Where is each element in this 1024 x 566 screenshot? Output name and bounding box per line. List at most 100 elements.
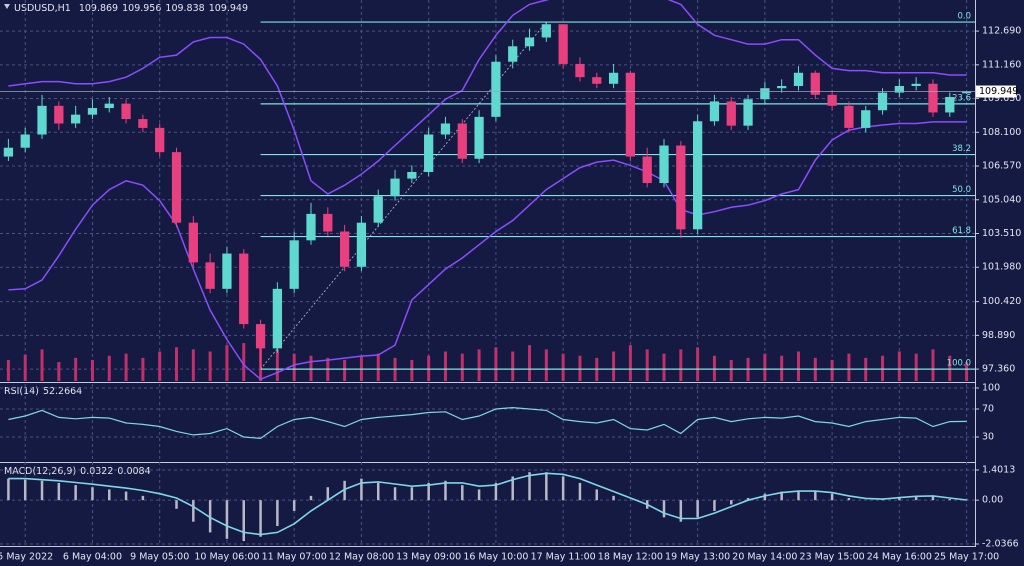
macd-title: MACD(12,26,9) xyxy=(4,466,76,477)
y-tick-label: 30 xyxy=(982,432,994,443)
candle-body xyxy=(844,105,854,128)
candle-body xyxy=(709,101,720,122)
candle-body xyxy=(424,134,434,172)
fib-label: 0.0 xyxy=(957,12,971,22)
signal-last: 0.0084 xyxy=(117,466,150,477)
y-tick-label: 1.4013 xyxy=(982,464,1015,475)
volume-bar xyxy=(460,353,464,381)
candle-body xyxy=(760,88,770,100)
panel xyxy=(0,469,975,545)
candle-body xyxy=(138,119,148,128)
candle-body xyxy=(810,72,820,95)
candle-body xyxy=(575,63,585,78)
x-tick-label: 11 May 07:00 xyxy=(262,552,327,563)
volume-bar xyxy=(74,357,78,381)
volume-bar xyxy=(191,349,195,381)
volume-bar xyxy=(208,351,212,381)
y-tick-label: 108.100 xyxy=(982,127,1021,138)
volume-bar xyxy=(40,349,44,381)
volume-bar xyxy=(107,355,111,381)
volume-bar xyxy=(914,353,918,381)
candle-body xyxy=(961,91,972,94)
volume-bar xyxy=(628,345,632,381)
x-tick-label: 23 May 15:00 xyxy=(800,552,865,563)
volume-bar xyxy=(427,355,431,381)
candle-body xyxy=(743,99,753,126)
y-tick-label: 100 xyxy=(982,383,1000,394)
volume-bar xyxy=(359,355,363,381)
high-value: 109.956 xyxy=(122,3,161,14)
volume-bar xyxy=(830,359,834,381)
candle-body xyxy=(827,94,837,106)
rsi-last: 52.2664 xyxy=(43,386,82,397)
candle-body xyxy=(407,171,417,179)
y-tick-label: 106.570 xyxy=(982,161,1021,172)
candle-body xyxy=(71,114,81,124)
candle-body xyxy=(20,134,30,148)
candle-body xyxy=(339,231,350,267)
low-value: 109.838 xyxy=(165,3,204,14)
fib-label: 23.6 xyxy=(952,93,971,103)
y-tick-label: 97.360 xyxy=(982,364,1015,375)
y-tick-label: 109.630 xyxy=(982,93,1021,104)
volume-bar xyxy=(528,345,532,381)
y-tick-label: 111.160 xyxy=(982,59,1021,70)
x-tick-label: 9 May 05:00 xyxy=(130,552,189,563)
open-value: 109.869 xyxy=(79,3,118,14)
volume-bar xyxy=(494,347,498,381)
volume-bar xyxy=(645,349,649,381)
volume-bar xyxy=(931,349,935,381)
candle-body xyxy=(894,85,904,93)
menu-icon xyxy=(4,4,10,9)
volume-bar xyxy=(23,354,27,381)
macd-last: 0.0322 xyxy=(80,466,113,477)
x-tick-label: 12 May 08:00 xyxy=(329,552,394,563)
volume-bar xyxy=(511,351,515,381)
candle-body xyxy=(726,101,736,126)
candle-body xyxy=(373,196,383,223)
candle-body xyxy=(104,103,114,109)
last-price-box xyxy=(976,85,1016,98)
candle-body xyxy=(676,145,686,230)
volume-bar xyxy=(90,359,94,381)
volume-bar xyxy=(225,345,229,381)
volume-bar xyxy=(696,347,700,381)
band-upper xyxy=(8,0,967,195)
fib-label: 38.2 xyxy=(952,144,971,154)
symbol: USDUSD,H1 xyxy=(14,3,71,14)
candle-body xyxy=(255,324,266,349)
candle-body xyxy=(508,46,518,62)
candle-body xyxy=(928,83,938,113)
x-tick-label: 10 May 06:00 xyxy=(194,552,259,563)
candle-body xyxy=(945,97,955,113)
candle-body xyxy=(524,37,535,47)
candle-body xyxy=(491,61,501,117)
candle-body xyxy=(440,123,451,135)
volume-bar xyxy=(309,355,313,381)
panel: 0.0 23.6 38.2 50.0 61.8 100.0 xyxy=(0,0,975,381)
volume-bar xyxy=(897,351,901,381)
candle-body xyxy=(121,103,131,120)
candle-body xyxy=(457,123,467,159)
volume-bar xyxy=(275,349,279,381)
volume-bar xyxy=(141,357,145,381)
candle-body xyxy=(474,116,484,159)
candle-body xyxy=(205,262,215,289)
volume-bar xyxy=(477,349,481,381)
x-tick-label: 18 May 12:00 xyxy=(598,552,663,563)
candle-body xyxy=(608,72,619,84)
volume-bar xyxy=(544,349,548,381)
candle-body xyxy=(558,24,568,64)
y-tick-label: 101.980 xyxy=(982,262,1021,273)
candle-body xyxy=(171,152,182,223)
candle-body xyxy=(222,253,232,289)
candle-body xyxy=(188,222,198,263)
y-tick-label: 70 xyxy=(982,404,994,415)
signal-line xyxy=(8,472,967,536)
volume-bar xyxy=(729,359,733,381)
candle-body xyxy=(592,77,602,84)
x-tick-label: 25 May 17:00 xyxy=(934,552,999,563)
volume-bar xyxy=(410,359,414,381)
volume-bar xyxy=(679,349,683,381)
